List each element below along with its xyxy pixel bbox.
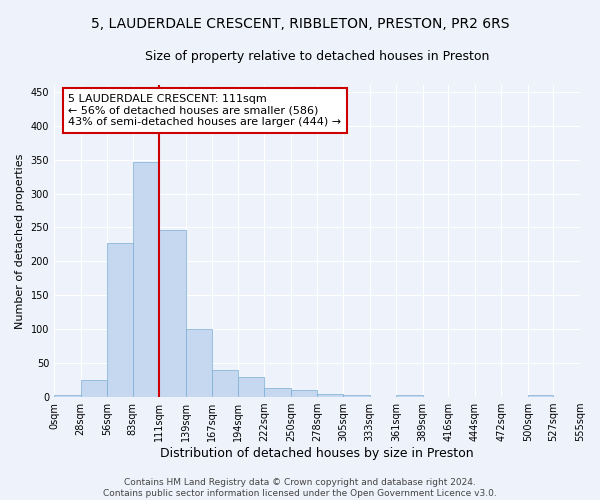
Bar (133, 162, 159, 397)
X-axis label: Distribution of detached houses by size in Preston: Distribution of detached houses by size … (160, 447, 474, 460)
Text: 5 LAUDERDALE CRESCENT: 111sqm
← 56% of detached houses are smaller (586)
43% of : 5 LAUDERDALE CRESCENT: 111sqm ← 56% of d… (68, 94, 341, 127)
Bar (291, 390, 317, 397)
Text: 5, LAUDERDALE CRESCENT, RIBBLETON, PRESTON, PR2 6RS: 5, LAUDERDALE CRESCENT, RIBBLETON, PREST… (91, 18, 509, 32)
Bar (238, 376, 265, 397)
Bar (159, 230, 186, 397)
Bar (54, 395, 80, 397)
Bar (317, 394, 343, 397)
Bar (528, 395, 553, 397)
Bar (107, 243, 133, 397)
Bar (212, 370, 238, 397)
Bar (343, 395, 370, 397)
Bar (265, 388, 291, 397)
Bar (396, 395, 422, 397)
Bar (186, 329, 212, 397)
Text: Contains HM Land Registry data © Crown copyright and database right 2024.
Contai: Contains HM Land Registry data © Crown c… (103, 478, 497, 498)
Title: Size of property relative to detached houses in Preston: Size of property relative to detached ho… (145, 50, 489, 63)
Bar (80, 380, 107, 397)
Y-axis label: Number of detached properties: Number of detached properties (15, 154, 25, 328)
